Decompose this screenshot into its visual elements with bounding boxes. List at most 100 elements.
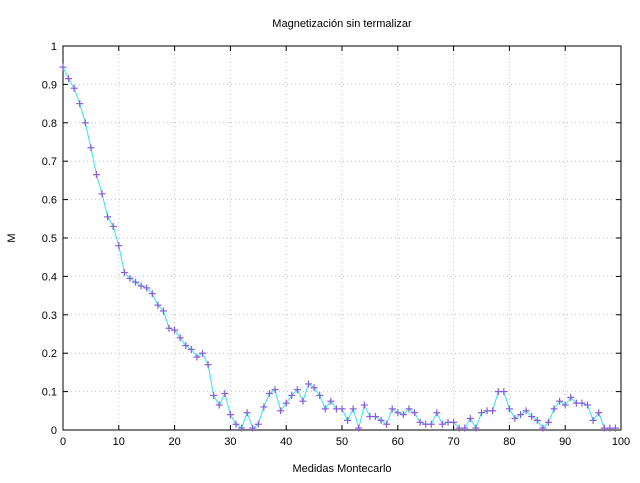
y-tick-labels: 0 0.1 0.2 0.3 0.4 0.5 0.6 0.7 0.8 0.9 1 [42, 41, 57, 437]
data-point [238, 424, 246, 432]
data-point [143, 284, 151, 292]
data-point [411, 409, 419, 417]
data-point [399, 411, 407, 419]
data-point [438, 420, 446, 428]
data-point [427, 420, 435, 428]
data-point [120, 269, 128, 277]
data-point [293, 386, 301, 394]
data-point [265, 390, 273, 398]
data-point [578, 399, 586, 407]
data-point [584, 401, 592, 409]
data-point [388, 405, 396, 413]
data-point [104, 213, 112, 221]
x-tick-label: 100 [612, 436, 630, 448]
y-tick-label: 0 [51, 425, 57, 437]
data-point [249, 424, 257, 432]
data-point [126, 274, 134, 282]
data-point [299, 397, 307, 405]
data-point [171, 326, 179, 334]
data-point [394, 409, 402, 417]
data-point [115, 242, 123, 250]
data-point [204, 361, 212, 369]
data-point [371, 413, 379, 421]
data-point [271, 386, 279, 394]
y-tick-label: 0.6 [42, 195, 57, 207]
data-point [232, 420, 240, 428]
data-point [433, 409, 441, 417]
data-point [221, 390, 229, 398]
data-point [288, 391, 296, 399]
data-point [226, 411, 234, 419]
data-point [65, 75, 73, 83]
data-point [316, 391, 324, 399]
data-point [243, 409, 251, 417]
data-point [344, 416, 352, 424]
data-point [165, 324, 173, 332]
data-point [338, 405, 346, 413]
data-point [416, 418, 424, 426]
data-point [210, 391, 218, 399]
data-point [148, 290, 156, 298]
data-point [595, 409, 603, 417]
x-tick-label: 60 [392, 436, 404, 448]
data-point [505, 405, 513, 413]
data-point [182, 342, 190, 350]
data-point [310, 384, 318, 392]
data-point [109, 222, 117, 230]
data-point [611, 424, 619, 432]
y-tick-label: 0.2 [42, 348, 57, 360]
data-point [511, 414, 519, 422]
data-point [461, 424, 469, 432]
axis-ticks [62, 45, 622, 431]
data-point [472, 424, 480, 432]
x-tick-label: 30 [224, 436, 236, 448]
data-point [254, 420, 262, 428]
grid [63, 46, 621, 430]
data-point [137, 282, 145, 290]
data-point [450, 418, 458, 426]
data-point [550, 405, 558, 413]
data-point [92, 171, 100, 179]
y-tick-label: 1 [51, 41, 57, 53]
y-tick-label: 0.9 [42, 79, 57, 91]
series-markers [59, 63, 619, 432]
x-tick-label: 50 [336, 436, 348, 448]
data-point [76, 100, 84, 108]
chart-title: Magnetización sin termalizar [272, 18, 412, 30]
x-tick-label: 70 [447, 436, 459, 448]
y-tick-label: 0.4 [42, 271, 57, 283]
data-point [70, 84, 78, 92]
data-point [489, 407, 497, 415]
data-point [215, 401, 223, 409]
data-point [383, 420, 391, 428]
series-line [62, 66, 616, 431]
data-point [87, 144, 95, 152]
data-point [377, 416, 385, 424]
data-point [517, 411, 525, 419]
data-point [176, 334, 184, 342]
x-tick-label: 20 [168, 436, 180, 448]
data-point [349, 405, 357, 413]
data-point [132, 278, 140, 286]
data-point [187, 345, 195, 353]
data-point [98, 190, 106, 198]
data-point [561, 401, 569, 409]
y-tick-label: 0.8 [42, 118, 57, 130]
data-point [522, 407, 530, 415]
data-point [533, 416, 541, 424]
data-point [355, 424, 363, 432]
data-point [159, 307, 167, 315]
x-tick-label: 80 [503, 436, 515, 448]
data-point [59, 63, 67, 71]
x-tick-label: 90 [559, 436, 571, 448]
data-point [193, 353, 201, 361]
data-point [282, 399, 290, 407]
data-point [478, 409, 485, 417]
x-tick-label: 0 [60, 436, 66, 448]
data-point [528, 413, 536, 421]
y-tick-label: 0.1 [42, 387, 57, 399]
x-tick-label: 40 [280, 436, 292, 448]
data-point [500, 388, 508, 396]
